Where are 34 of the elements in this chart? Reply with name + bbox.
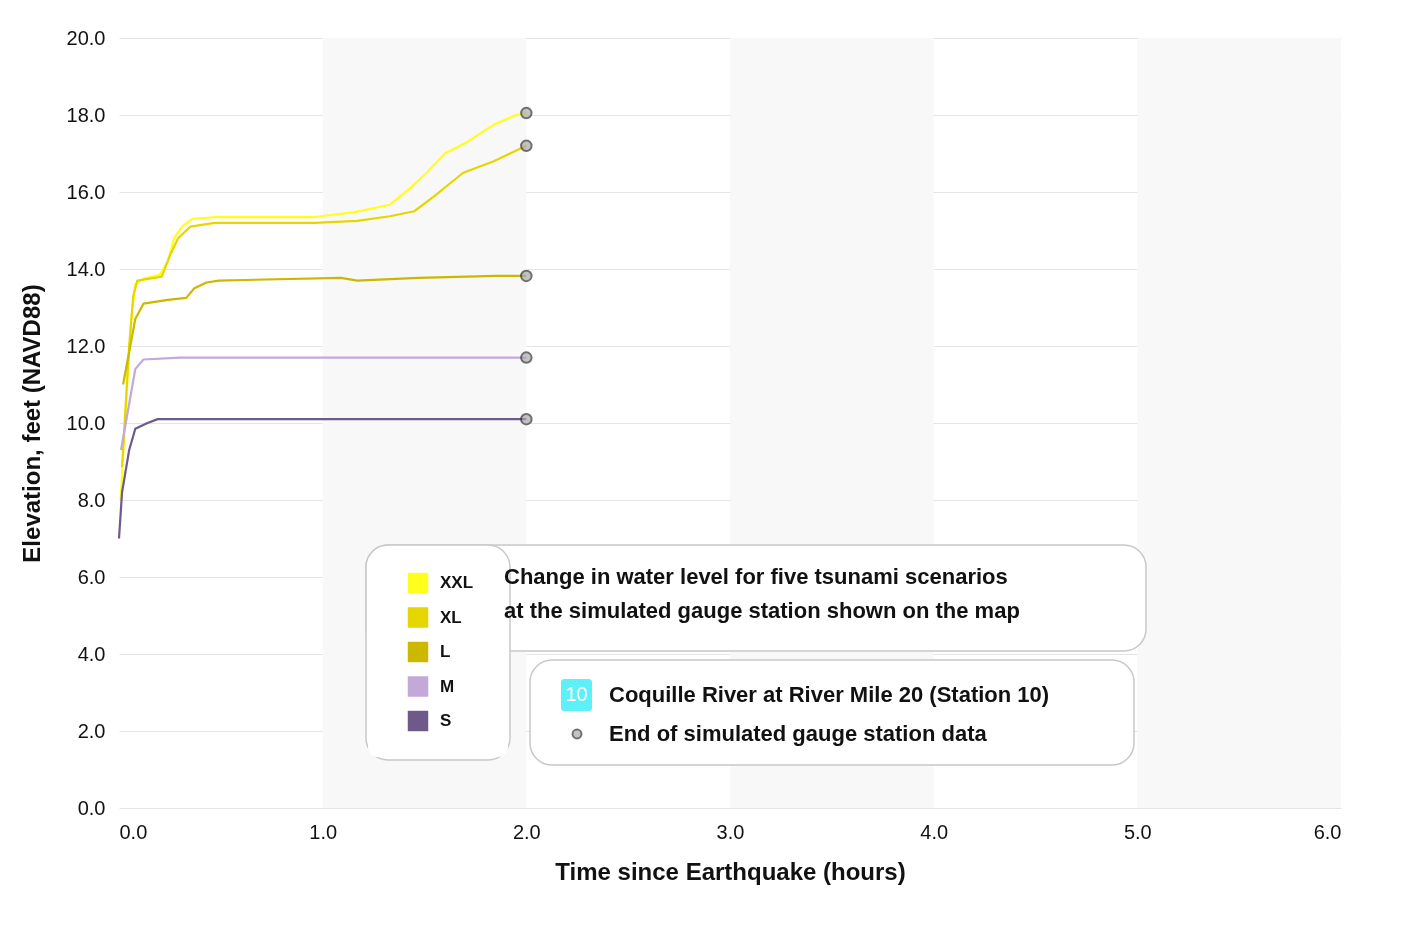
y-tick-label: 12.0 <box>66 334 106 357</box>
legend-label: XL <box>440 607 462 627</box>
y-tick-label: 4.0 <box>77 642 106 665</box>
y-tick-label: 16.0 <box>66 180 106 203</box>
x-tick-label: 0.0 <box>119 820 148 843</box>
y-tick-label: 0.0 <box>77 796 106 819</box>
y-tick-label: 20.0 <box>66 26 106 49</box>
x-tick-label: 6.0 <box>1313 820 1342 843</box>
point <box>520 269 533 283</box>
legend-label: XXL <box>440 573 474 592</box>
x-axis-title: Time since Earthquake (hours) <box>555 857 906 885</box>
y-tick-label: 2.0 <box>77 719 106 742</box>
y-tick-label: 10.0 <box>66 411 106 434</box>
legend-label: L <box>440 642 451 661</box>
annotation: Coquille River at River Mile 20 (Station 10) <box>609 682 1050 707</box>
legend-label: S <box>440 711 452 730</box>
x-tick-label: 3.0 <box>716 820 745 843</box>
x-tick-label: 4.0 <box>920 820 949 843</box>
x-tick-label: 1.0 <box>309 820 338 843</box>
annotation: 10 <box>565 683 588 705</box>
annotation: Change in water level for five tsunami scenarios at the simulated gauge station shown on the map <box>504 564 1020 623</box>
y-axis-title: Elevation, feet (NAVD88) <box>17 284 45 563</box>
y-tick-label: 18.0 <box>66 103 106 126</box>
x-tick-label: 2.0 <box>512 820 541 843</box>
point <box>520 106 533 120</box>
legend-label: M <box>440 676 455 696</box>
x-tick-label: 5.0 <box>1123 820 1152 843</box>
y-tick-label: 8.0 <box>77 488 106 511</box>
y-tick-label: 6.0 <box>77 565 106 588</box>
point <box>520 351 533 364</box>
point <box>520 412 533 426</box>
legend-label: End of simulated gauge station data <box>609 721 988 746</box>
point <box>520 139 533 153</box>
y-tick-label: 14.0 <box>66 257 106 280</box>
